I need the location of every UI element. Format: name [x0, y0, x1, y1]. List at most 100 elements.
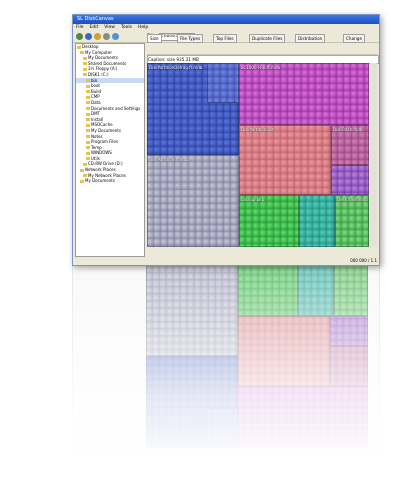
back-button[interactable] — [76, 33, 83, 40]
window-title: SL DiskCanvas — [77, 16, 114, 22]
folder-icon — [86, 107, 90, 111]
treemap-label: DiskPartition.ft.mdb — [149, 157, 189, 162]
tree-item[interactable]: Data — [76, 100, 144, 106]
tree-label: Temp — [91, 144, 102, 150]
tree-item[interactable]: My Computer — [76, 50, 144, 56]
treemap-block[interactable]: SC1000 FRB.ft.mdb — [239, 63, 369, 125]
tree-item[interactable]: Documents and Settings — [76, 106, 144, 112]
refresh-button[interactable] — [103, 33, 110, 40]
tab[interactable]: Duplicate Files — [249, 34, 286, 43]
treemap-label: DeskTrash.mdb — [337, 197, 368, 202]
tab[interactable]: File Types — [177, 34, 204, 43]
menu-bar: File Edit View Tools Help — [73, 24, 379, 31]
tree-item[interactable]: bin — [76, 77, 144, 84]
treemap-block[interactable] — [207, 63, 239, 103]
tree-item[interactable]: CD-RW Drive (D:) — [76, 161, 144, 167]
folder-icon — [83, 56, 87, 60]
folder-icon — [86, 118, 90, 122]
tree-item[interactable]: My Documents — [76, 55, 144, 61]
scrollbar — [370, 63, 377, 247]
tree-label: My Documents — [88, 55, 118, 61]
status-text: 000 000 / 1.1 — [350, 258, 377, 263]
treemap-block[interactable]: backup.bkp — [239, 195, 299, 247]
treemap-label: backup.bkp — [241, 197, 265, 202]
tree-label: My Documents — [91, 127, 121, 133]
tree-label: bin — [91, 77, 98, 83]
menu-item[interactable]: File — [76, 25, 84, 30]
tree-label: Documents and Settings — [91, 105, 141, 111]
tree-label: MSOCache — [91, 122, 113, 128]
tree-item[interactable]: boot — [76, 83, 144, 89]
tree-item[interactable]: Utils — [76, 156, 144, 162]
title-bar: SL DiskCanvas — [73, 15, 379, 24]
tree-item[interactable]: Temp — [76, 145, 144, 151]
tree-item[interactable]: CMP — [76, 94, 144, 100]
tab[interactable]: Distribution — [295, 34, 326, 43]
tree-item[interactable]: My Documents — [76, 178, 144, 184]
folder-icon — [86, 79, 90, 83]
folder-icon — [86, 95, 90, 99]
treemap-block[interactable]: DiskTrash.mdb — [331, 125, 369, 165]
menu-item[interactable]: Tools — [120, 25, 133, 30]
tree-item[interactable]: My Documents — [76, 128, 144, 134]
scan-button[interactable] — [112, 33, 119, 40]
tree-item[interactable]: My Network Places — [76, 173, 144, 179]
tree-item[interactable]: Program Files — [76, 139, 144, 145]
treemap-block[interactable] — [331, 165, 369, 195]
treemap-label: DiskPartitionDefrag.ft.mdb — [149, 65, 203, 70]
tree-item[interactable]: DISK1 (C:) — [76, 72, 144, 78]
tree-item[interactable]: 3½ Floppy (A:) — [76, 66, 144, 72]
forward-button[interactable] — [85, 33, 92, 40]
menu-item[interactable]: View — [104, 25, 115, 30]
folder-icon — [86, 140, 90, 144]
folder-icon — [86, 90, 90, 94]
tree-item[interactable]: Install — [76, 117, 144, 123]
tree-label: boot — [91, 83, 101, 89]
folder-icon — [86, 84, 90, 88]
folder-icon — [83, 174, 87, 178]
treemap-block[interactable] — [299, 195, 335, 247]
tree-item[interactable]: DMT — [76, 111, 144, 117]
tree-label: 3½ Floppy (A:) — [88, 66, 118, 72]
tree-label: Shared Documents — [88, 60, 127, 66]
folder-icon — [83, 73, 87, 77]
treemap-label: DiskTrash.mdb — [333, 127, 363, 132]
folder-icon — [80, 168, 84, 172]
folder-icon — [80, 179, 84, 183]
tree-item[interactable]: WINDOWS — [76, 150, 144, 156]
tree-item[interactable]: Build — [76, 89, 144, 95]
status-bar: 000 000 / 1.1 — [147, 257, 377, 264]
tab[interactable]: Size — [147, 34, 162, 43]
menu-item[interactable]: Edit — [89, 25, 99, 30]
folder-icon — [86, 135, 90, 138]
tree-label: DMT — [91, 111, 100, 117]
tab[interactable]: Top Files — [213, 34, 237, 43]
treemap: DiskPartitionDefrag.ft.mdb SC1000 FRB.ft.… — [147, 63, 369, 247]
tree-item[interactable]: Network Places — [76, 167, 144, 173]
folder-icon — [86, 101, 90, 105]
tree-item[interactable]: Notes — [76, 134, 144, 140]
treemap-block[interactable]: DiskPartition.pst — [239, 125, 331, 195]
tree-item[interactable]: Shared Documents — [76, 61, 144, 67]
tree-label: DISK1 (C:) — [88, 71, 109, 77]
tree-label: Data — [91, 99, 101, 105]
treemap-block[interactable]: DiskPartition.ft.mdb — [147, 155, 239, 247]
treemap-block[interactable]: DeskTrash.mdb — [335, 195, 369, 247]
tab[interactable]: Change — [343, 34, 366, 43]
folder-icon — [86, 112, 90, 116]
tree-item[interactable]: MSOCache — [76, 122, 144, 128]
view-tabs: Size File Types Top Files Duplicate Files Di… — [147, 33, 377, 43]
folder-icon — [83, 67, 87, 71]
tree-item[interactable]: Desktop — [76, 44, 144, 50]
menu-item[interactable]: Help — [138, 25, 149, 30]
tree-label: CD-RW Drive (D:) — [88, 161, 123, 167]
tree-label: Notes — [91, 133, 103, 139]
path-label: Caption: size 935.31 MB — [148, 57, 199, 62]
folder-icon — [86, 151, 90, 155]
tree-label: WINDOWS — [91, 150, 112, 156]
tree-label: Build — [91, 88, 102, 94]
up-button[interactable] — [94, 33, 101, 40]
folder-icon — [86, 129, 90, 133]
